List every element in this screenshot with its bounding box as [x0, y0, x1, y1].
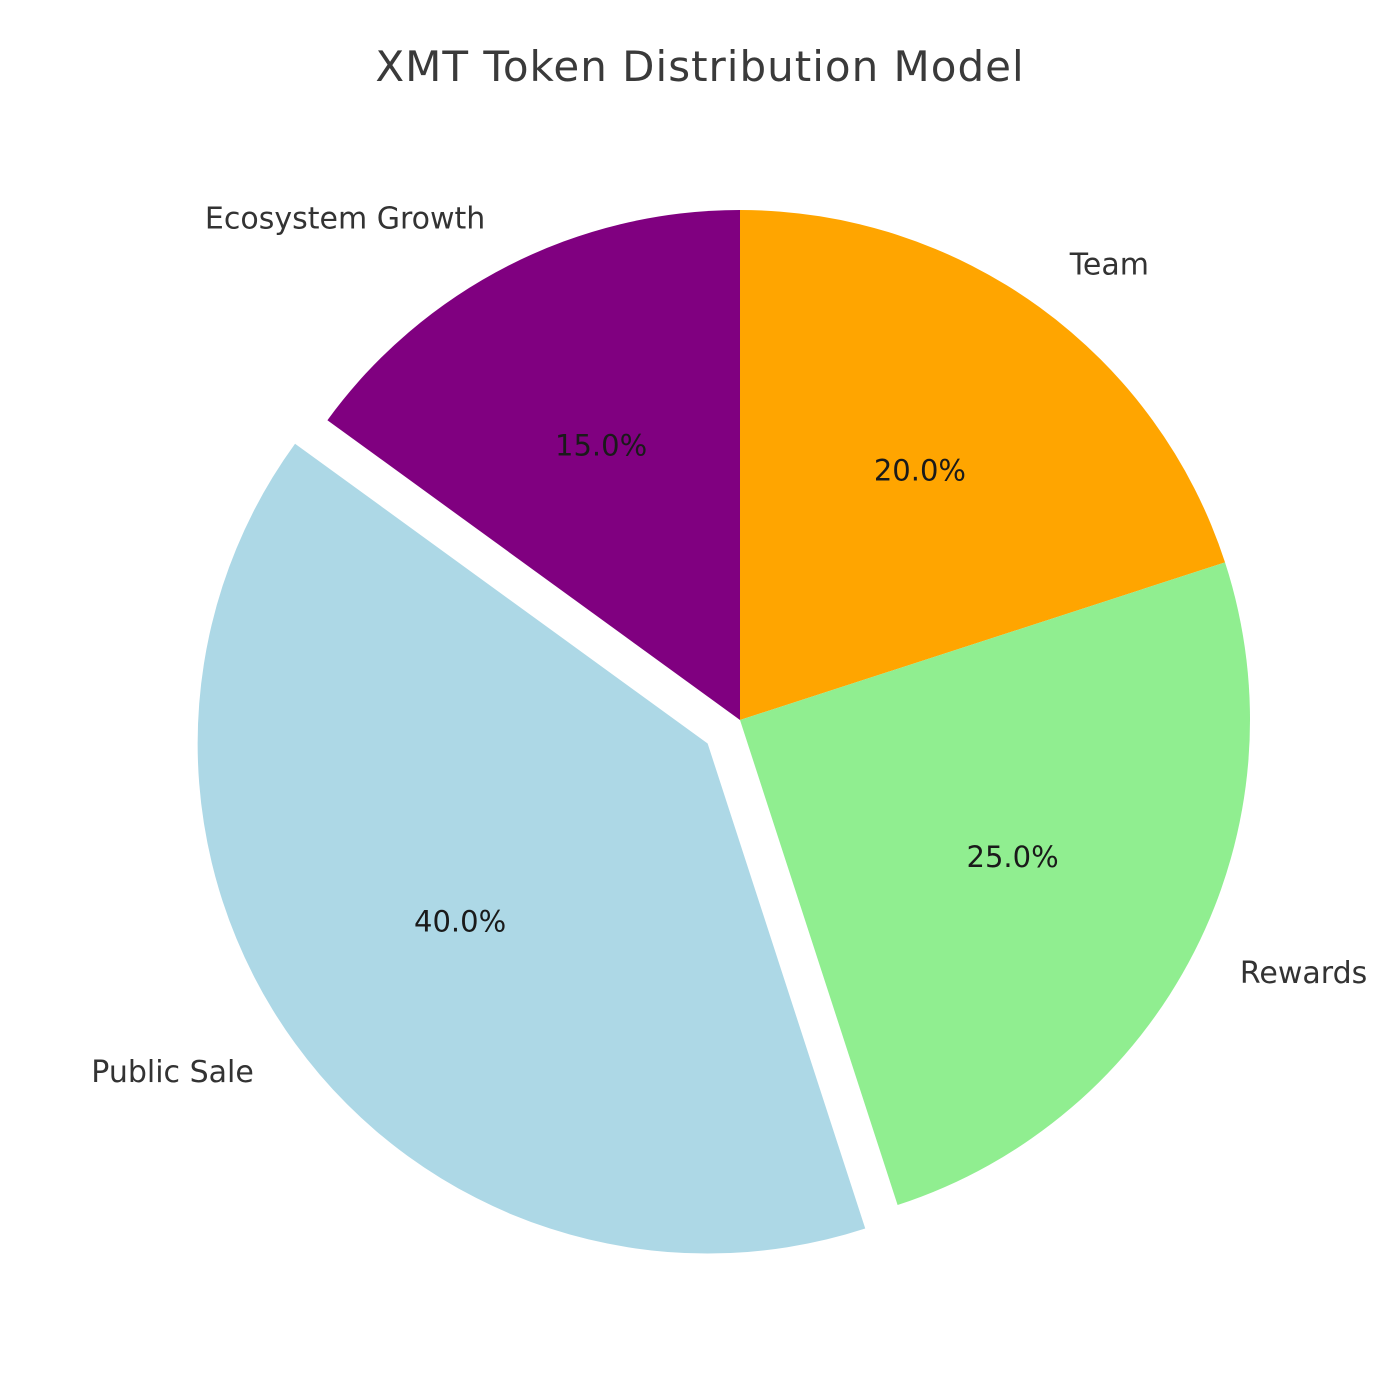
chart-title: XMT Token Distribution Model — [375, 42, 1025, 91]
pie-pct-ecosystem-growth: 15.0% — [555, 428, 647, 462]
pie-label-rewards: Rewards — [1240, 956, 1367, 991]
pie-label-ecosystem-growth: Ecosystem Growth — [205, 202, 485, 237]
pie-slice-ecosystem-growth — [327, 210, 740, 720]
pie-slice-public-sale — [197, 443, 866, 1254]
pie-pct-public-sale: 40.0% — [414, 904, 506, 938]
pie-slice-team — [740, 210, 1226, 720]
pie-label-team: Team — [1069, 248, 1149, 283]
pie-label-public-sale: Public Sale — [91, 1055, 254, 1090]
pie-slice-rewards — [740, 562, 1251, 1206]
pie-pct-rewards: 25.0% — [967, 840, 1059, 874]
pie-pct-team: 20.0% — [874, 453, 966, 487]
